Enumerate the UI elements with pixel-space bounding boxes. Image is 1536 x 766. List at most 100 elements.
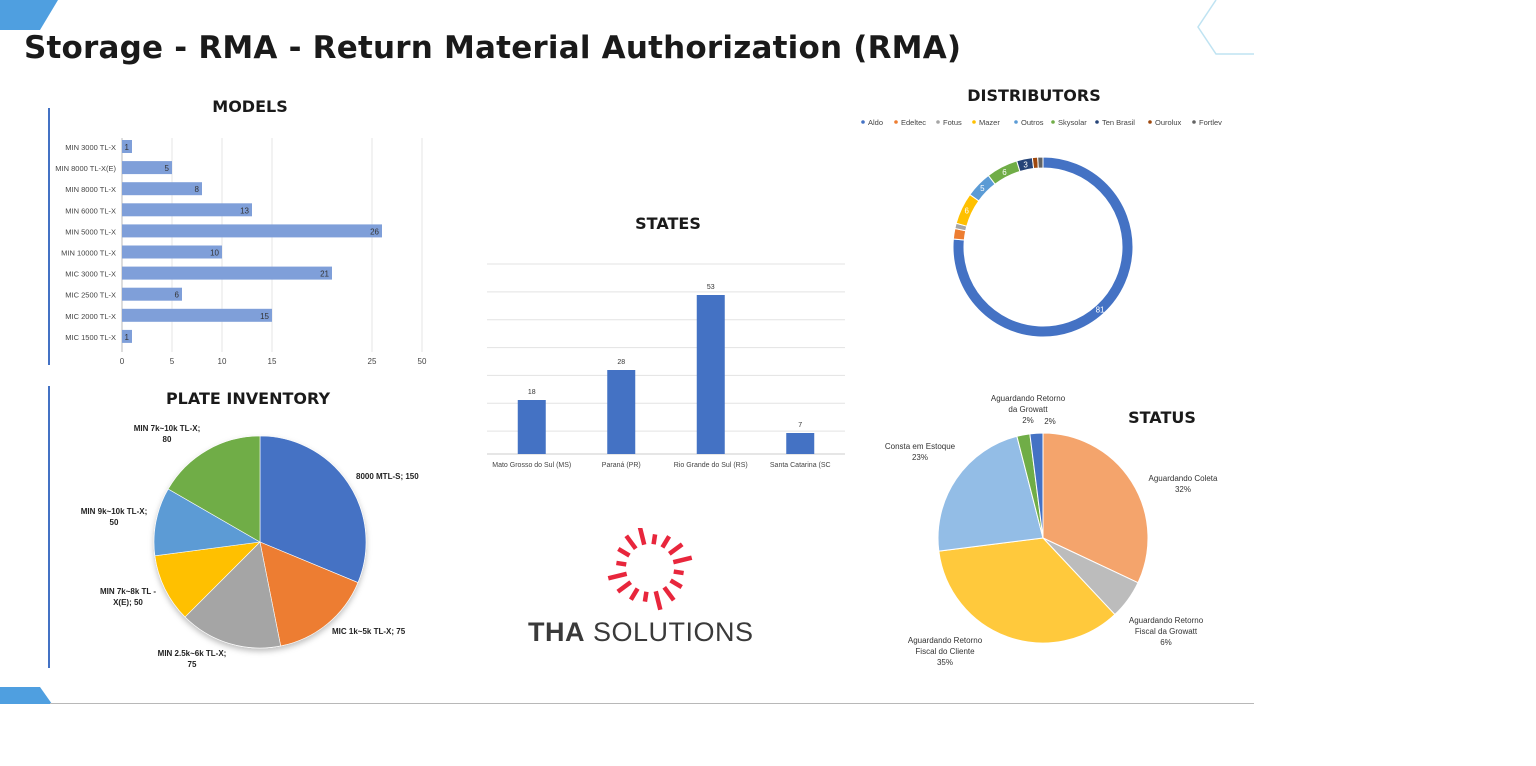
- status-data-label: Aguardando Coleta 32%: [1149, 474, 1218, 494]
- logo-ray: [662, 585, 676, 602]
- plate-inventory-data-label: MIN 9k~10k TL-X; 50: [81, 507, 147, 527]
- distributors-legend-marker: [894, 120, 898, 124]
- models-bar-chart: 1 MIN 3000 TL-X 5 MIN 8000 TL-X(E) 8 MIN 8000…: [55, 138, 427, 366]
- plate-inventory-data-label: MIN 7k~8k TL -X(E); 50: [100, 587, 156, 607]
- plate-inventory-slice: [259, 541, 359, 647]
- hexagon-decoration: [1197, 0, 1254, 55]
- distributors-legend-label: Mazer: [979, 118, 1000, 127]
- models-chart-title: MODELS: [212, 97, 288, 116]
- distributors-data-label: 5: [980, 184, 985, 193]
- models-category-label: MIN 6000 TL-X: [65, 206, 116, 215]
- models-bar: [122, 182, 202, 196]
- models-bar-label: 13: [240, 206, 249, 215]
- states-bar: [696, 295, 725, 454]
- models-bar-label: 8: [195, 185, 200, 194]
- corner-decoration-top: [0, 0, 58, 30]
- logo-ray: [653, 590, 663, 611]
- states-category-label: Paraná (PR): [602, 462, 641, 469]
- models-tick-label: 0: [120, 357, 125, 366]
- models-bar-label: 5: [165, 164, 170, 173]
- models-bar-label: 1: [125, 143, 130, 152]
- distributors-legend-marker: [936, 120, 940, 124]
- logo-ray: [642, 591, 649, 602]
- plate-inventory-slice: [153, 488, 261, 557]
- models-tick-label: 5: [170, 357, 175, 366]
- logo-ray: [637, 528, 647, 546]
- status-data-label: 2%: [1044, 417, 1056, 426]
- states-category-label: Rio Grande do Sul (RS): [674, 462, 748, 469]
- models-tick-label: 10: [218, 357, 227, 366]
- distributors-legend-label: Fotus: [943, 118, 962, 127]
- models-bar: [122, 140, 132, 153]
- states-category-label: Santa Catarina (SC: [770, 462, 831, 469]
- logo-ray: [669, 578, 683, 590]
- distributors-data-label: 6: [964, 207, 969, 216]
- models-bar: [122, 161, 172, 175]
- models-category-label: MIC 1500 TL-X: [65, 333, 116, 342]
- models-category-label: MIC 2000 TL-X: [65, 312, 116, 321]
- logo-word-solutions: SOLUTIONS: [593, 617, 754, 647]
- models-bar-label: 1: [125, 333, 130, 342]
- states-bar-label: 53: [707, 284, 715, 291]
- states-bar-label: 28: [617, 359, 625, 366]
- logo-ray: [672, 555, 693, 565]
- states-chart-title: STATES: [635, 214, 701, 233]
- distributors-legend-marker: [1192, 120, 1196, 124]
- models-category-label: MIN 3000 TL-X: [65, 143, 116, 152]
- models-bar: [122, 203, 252, 217]
- models-accent-bar: [48, 108, 50, 365]
- models-bar-label: 21: [320, 270, 329, 279]
- models-category-label: MIN 8000 TL-X: [65, 185, 116, 194]
- company-logo-text: THA SOLUTIONS: [528, 617, 754, 648]
- models-bar: [122, 245, 222, 259]
- status-data-label: Aguardando Retorno Fiscal do Cliente 35%: [908, 636, 983, 667]
- models-tick-label: 50: [418, 357, 427, 366]
- plate-inventory-data-label: MIC 1k~5k TL-X; 75: [332, 627, 406, 636]
- distributors-legend-marker: [861, 120, 865, 124]
- distributors-legend-label: Skysolar: [1058, 118, 1087, 127]
- logo-word-tha: THA: [528, 617, 585, 647]
- plate-inventory-data-label: MIN 7k~10k TL-X; 80: [134, 424, 200, 444]
- distributors-legend-label: Edeltec: [901, 118, 926, 127]
- inventory-accent-bar: [48, 386, 50, 668]
- tha-logo-mark: [607, 528, 693, 611]
- models-bar: [122, 329, 132, 343]
- status-data-label: Aguardando Retorno da Growatt 2%: [991, 394, 1066, 425]
- logo-ray: [673, 569, 684, 576]
- distributors-legend-marker: [1051, 120, 1055, 124]
- models-tick-label: 15: [268, 357, 277, 366]
- plate-inventory-slice: [167, 435, 261, 543]
- distributors-legend-marker: [972, 120, 976, 124]
- models-bar: [122, 308, 272, 322]
- plate-inventory-data-label: 8000 MTL-S; 150: [356, 472, 419, 481]
- plate-inventory-pie-chart: 8000 MTL-S; 150 MIC 1k~5k TL-X; 75 MIN 2.5…: [81, 424, 419, 669]
- corner-decoration-bottom: [0, 687, 52, 704]
- logo-ray: [628, 587, 640, 601]
- distributors-legend-label: Outros: [1021, 118, 1044, 127]
- models-bar-label: 10: [210, 249, 219, 258]
- status-pie-chart: Aguardando Coleta 32% Aguardando Retorno Fi…: [885, 394, 1218, 667]
- logo-ray: [624, 534, 638, 551]
- status-chart-title: STATUS: [1128, 408, 1196, 427]
- plate-inventory-data-label: MIN 2.5k~6k TL-X; 75: [158, 649, 227, 669]
- models-bar-label: 15: [260, 312, 269, 321]
- distributors-legend-marker: [1148, 120, 1152, 124]
- status-data-label: Aguardando Retorno Fiscal da Growatt 6%: [1129, 616, 1204, 647]
- plate-inventory-slice: [184, 541, 282, 649]
- status-data-label: Consta em Estoque 23%: [885, 442, 956, 462]
- models-bar: [122, 287, 182, 301]
- logo-ray: [616, 560, 627, 567]
- distributors-chart-title: DISTRIBUTORS: [967, 86, 1101, 105]
- plate-inventory-chart-title: PLATE INVENTORY: [165, 389, 331, 408]
- status-slice: [937, 435, 1044, 552]
- states-bar: [786, 433, 815, 454]
- states-bar: [607, 370, 636, 454]
- states-bar-chart: 18 Mato Grosso do Sul (MS) 28 Paraná (PR) 53…: [487, 263, 845, 469]
- distributors-data-label: 3: [1023, 160, 1028, 169]
- distributors-legend-label: Aldo: [868, 118, 883, 127]
- logo-ray: [617, 546, 631, 558]
- distributors-legend-marker: [1014, 120, 1018, 124]
- distributors-legend-marker: [1095, 120, 1099, 124]
- distributors-donut-chart: Aldo Edeltec Fotus Mazer Outros Skysolar Ten B…: [861, 118, 1222, 338]
- models-category-label: MIN 5000 TL-X: [65, 227, 116, 236]
